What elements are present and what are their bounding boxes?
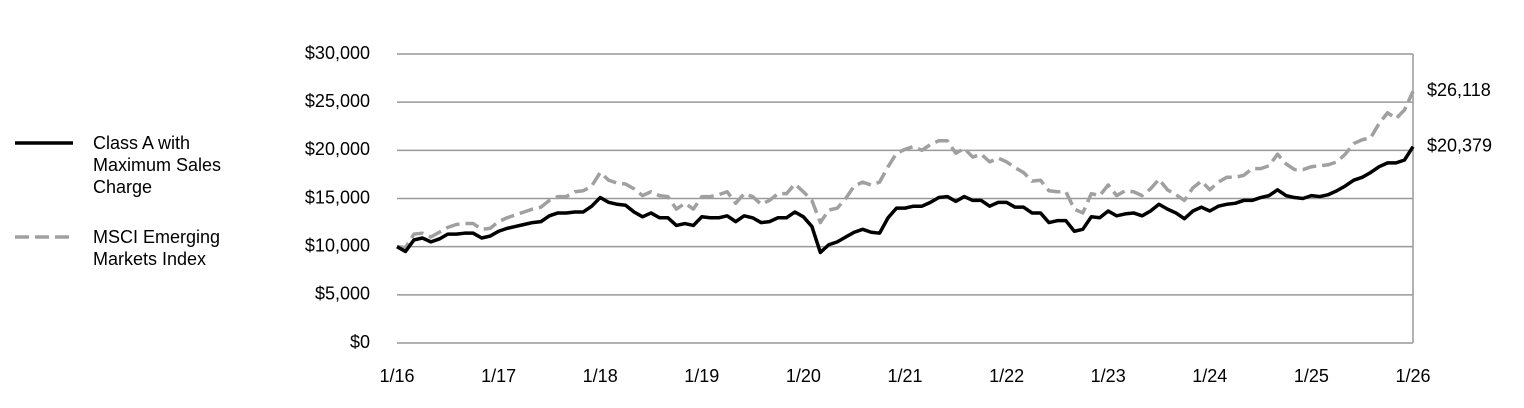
x-tick-label: 1/25	[1294, 366, 1329, 386]
value-label: $26,118	[1427, 80, 1491, 100]
y-tick-label: $5,000	[315, 284, 370, 304]
x-tick-label: 1/22	[989, 366, 1024, 386]
legend-label: Class A with Maximum Sales Charge	[93, 133, 222, 197]
x-tick-label: 1/23	[1091, 366, 1126, 386]
y-tick-label: $25,000	[305, 91, 370, 111]
series-line	[396, 145, 1415, 255]
y-tick-label: $0	[350, 332, 370, 352]
x-tick-label: 1/17	[481, 366, 516, 386]
y-tick-label: $10,000	[305, 235, 370, 255]
x-tick-label: 1/24	[1192, 366, 1227, 386]
y-tick-label: $30,000	[305, 43, 370, 63]
y-tick-label: $20,000	[305, 139, 370, 159]
x-tick-label: 1/16	[379, 366, 414, 386]
legend-label: MSCI Emerging Markets Index	[93, 227, 221, 269]
series-line	[396, 90, 1415, 250]
x-tick-label: 1/26	[1395, 366, 1430, 386]
x-tick-label: 1/18	[583, 366, 618, 386]
x-tick-label: 1/20	[786, 366, 821, 386]
y-tick-label: $15,000	[305, 187, 370, 207]
x-tick-label: 1/21	[887, 366, 922, 386]
value-label: $20,379	[1427, 135, 1492, 155]
x-tick-label: 1/19	[684, 366, 719, 386]
